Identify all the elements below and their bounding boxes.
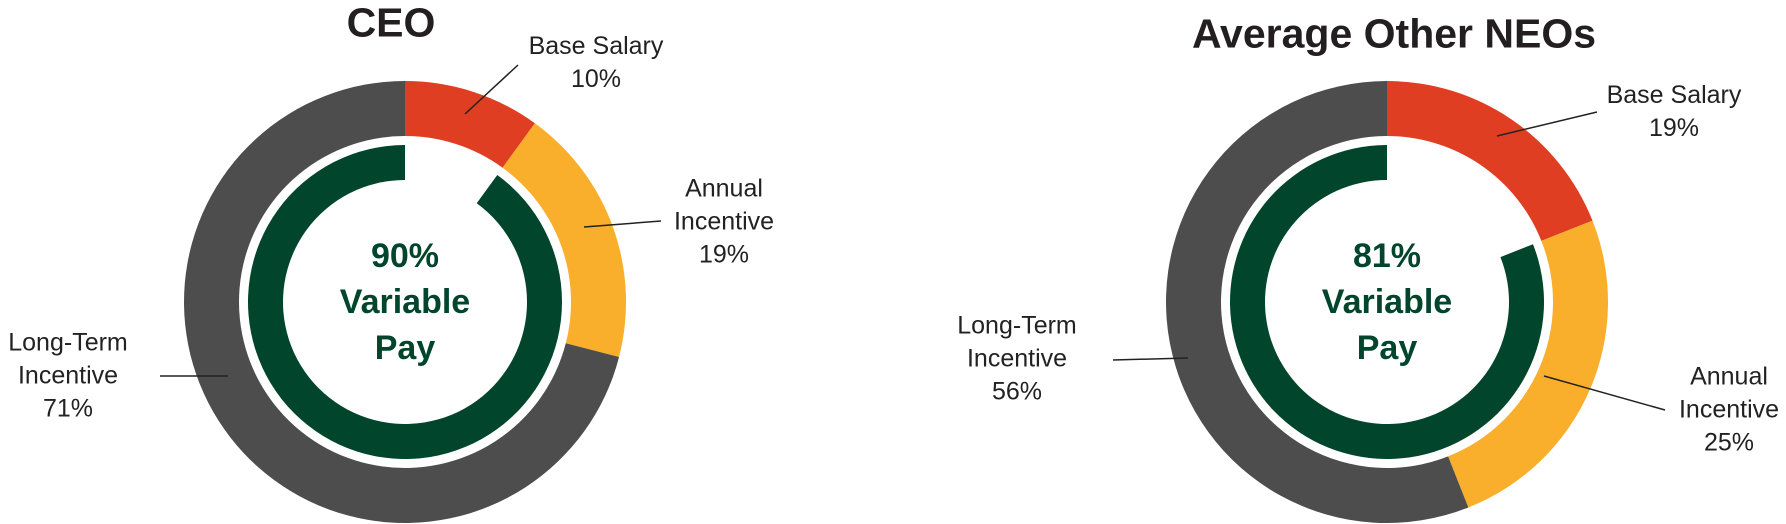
category-label: Long-Term Incentive: [8, 328, 128, 390]
data-label: Long-Term Incentive 71%: [0, 327, 153, 426]
data-label: Long-Term Incentive 56%: [932, 310, 1102, 409]
donut-segment: [502, 123, 627, 357]
data-label: Base Salary 10%: [511, 30, 681, 96]
leader-line: [464, 64, 519, 115]
value-label: 71%: [42, 394, 94, 423]
chart-title: CEO: [346, 0, 436, 46]
data-label: Annual Incentive 19%: [639, 173, 809, 272]
center-label: 90% Variable Pay: [325, 233, 485, 371]
center-value: 90%: [370, 237, 440, 275]
category-label: Base Salary: [528, 32, 664, 60]
center-text: Variable Pay: [1321, 283, 1453, 367]
donut-segment: [1387, 81, 1593, 241]
chart-title: Average Other NEOs: [1191, 10, 1597, 57]
category-label: Long-Term Incentive: [957, 311, 1077, 373]
value-label: 25%: [1703, 428, 1755, 457]
leader-line: [1112, 357, 1189, 361]
leader-line: [583, 220, 662, 228]
category-label: Annual Incentive: [673, 174, 775, 236]
center-label: 81% Variable Pay: [1307, 233, 1467, 371]
donut-segment: [405, 81, 535, 168]
donut-segment: [1448, 220, 1608, 508]
category-label: Base Salary: [1606, 81, 1742, 109]
value-label: 56%: [991, 377, 1043, 406]
value-label: 10%: [570, 65, 622, 93]
center-text: Variable Pay: [339, 283, 471, 367]
leader-line: [1543, 375, 1666, 411]
data-label: Annual Incentive 25%: [1644, 361, 1786, 460]
donut-segment: [1165, 81, 1469, 523]
value-label: 19%: [698, 240, 750, 269]
category-label: Annual Incentive: [1678, 362, 1780, 424]
value-label: 19%: [1648, 114, 1700, 142]
center-value: 81%: [1352, 237, 1422, 275]
leader-line: [1496, 111, 1598, 137]
data-label: Base Salary 19%: [1589, 79, 1759, 145]
